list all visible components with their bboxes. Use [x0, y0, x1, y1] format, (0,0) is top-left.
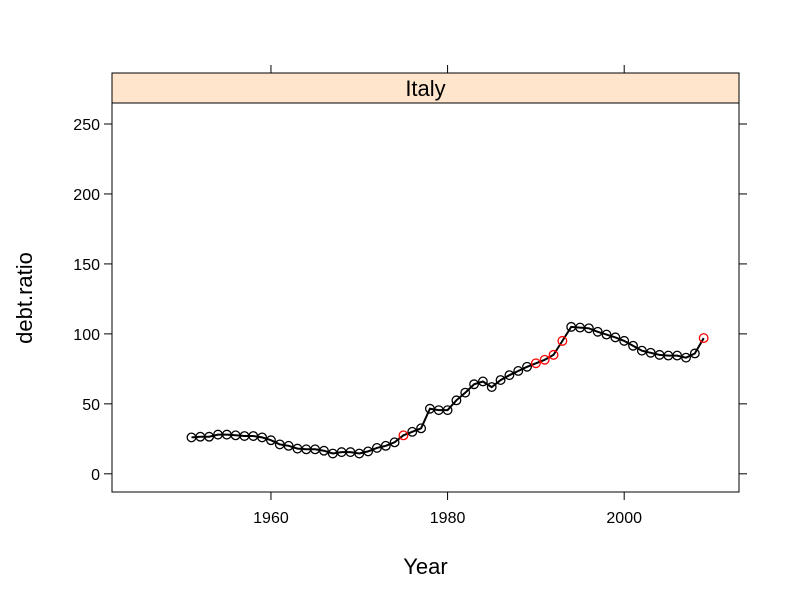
data-point	[522, 361, 533, 372]
data-point	[689, 348, 700, 359]
data-point	[451, 395, 462, 406]
data-point	[698, 333, 709, 344]
y-tick-label: 100	[73, 327, 100, 344]
data-point	[619, 335, 630, 346]
data-point	[389, 437, 400, 448]
data-point	[460, 387, 471, 398]
data-point	[380, 440, 391, 451]
y-axis-title: debt.ratio	[12, 252, 37, 344]
data-point	[283, 440, 294, 451]
y-tick-label: 50	[82, 397, 100, 414]
data-point	[266, 435, 276, 446]
data-point	[601, 329, 612, 340]
x-tick-label: 1980	[430, 510, 466, 527]
data-point	[636, 345, 647, 356]
data-points	[186, 321, 709, 459]
data-point	[610, 332, 621, 343]
strip-label: Italy	[405, 76, 445, 101]
series-line	[191, 325, 705, 455]
x-tick-label: 1960	[253, 510, 289, 527]
data-point	[257, 432, 268, 443]
y-tick-label: 200	[73, 187, 100, 204]
data-point	[645, 347, 656, 358]
data-point	[407, 426, 418, 437]
x-tick-label: 2000	[606, 510, 642, 527]
y-tick-label: 250	[73, 117, 100, 134]
data-point	[442, 405, 453, 416]
data-point	[469, 379, 480, 390]
data-point	[363, 446, 374, 457]
data-point	[204, 431, 215, 442]
data-point	[398, 430, 409, 441]
data-point	[318, 445, 329, 456]
data-point	[416, 423, 427, 434]
data-point	[371, 442, 382, 453]
data-point	[530, 358, 541, 369]
x-axis-title: Year	[403, 554, 447, 579]
data-point	[354, 448, 365, 459]
plot-frame	[111, 102, 740, 493]
data-point	[477, 376, 488, 387]
data-point	[548, 349, 559, 360]
data-point	[539, 354, 550, 365]
data-point	[681, 352, 691, 363]
y-tick-label: 150	[73, 257, 100, 274]
data-point	[557, 335, 568, 346]
y-tick-label: 0	[91, 467, 100, 484]
data-point	[495, 375, 506, 386]
data-point	[504, 370, 515, 381]
data-point	[513, 366, 524, 376]
axis-ticks: 1960 1980 2000 0 50 100 150 200 250	[73, 65, 747, 527]
data-point	[486, 382, 497, 393]
data-point	[583, 323, 594, 334]
data-point	[592, 326, 603, 337]
strip-background	[111, 72, 740, 104]
data-point	[628, 340, 638, 351]
data-line	[191, 325, 705, 455]
data-point	[672, 350, 683, 361]
